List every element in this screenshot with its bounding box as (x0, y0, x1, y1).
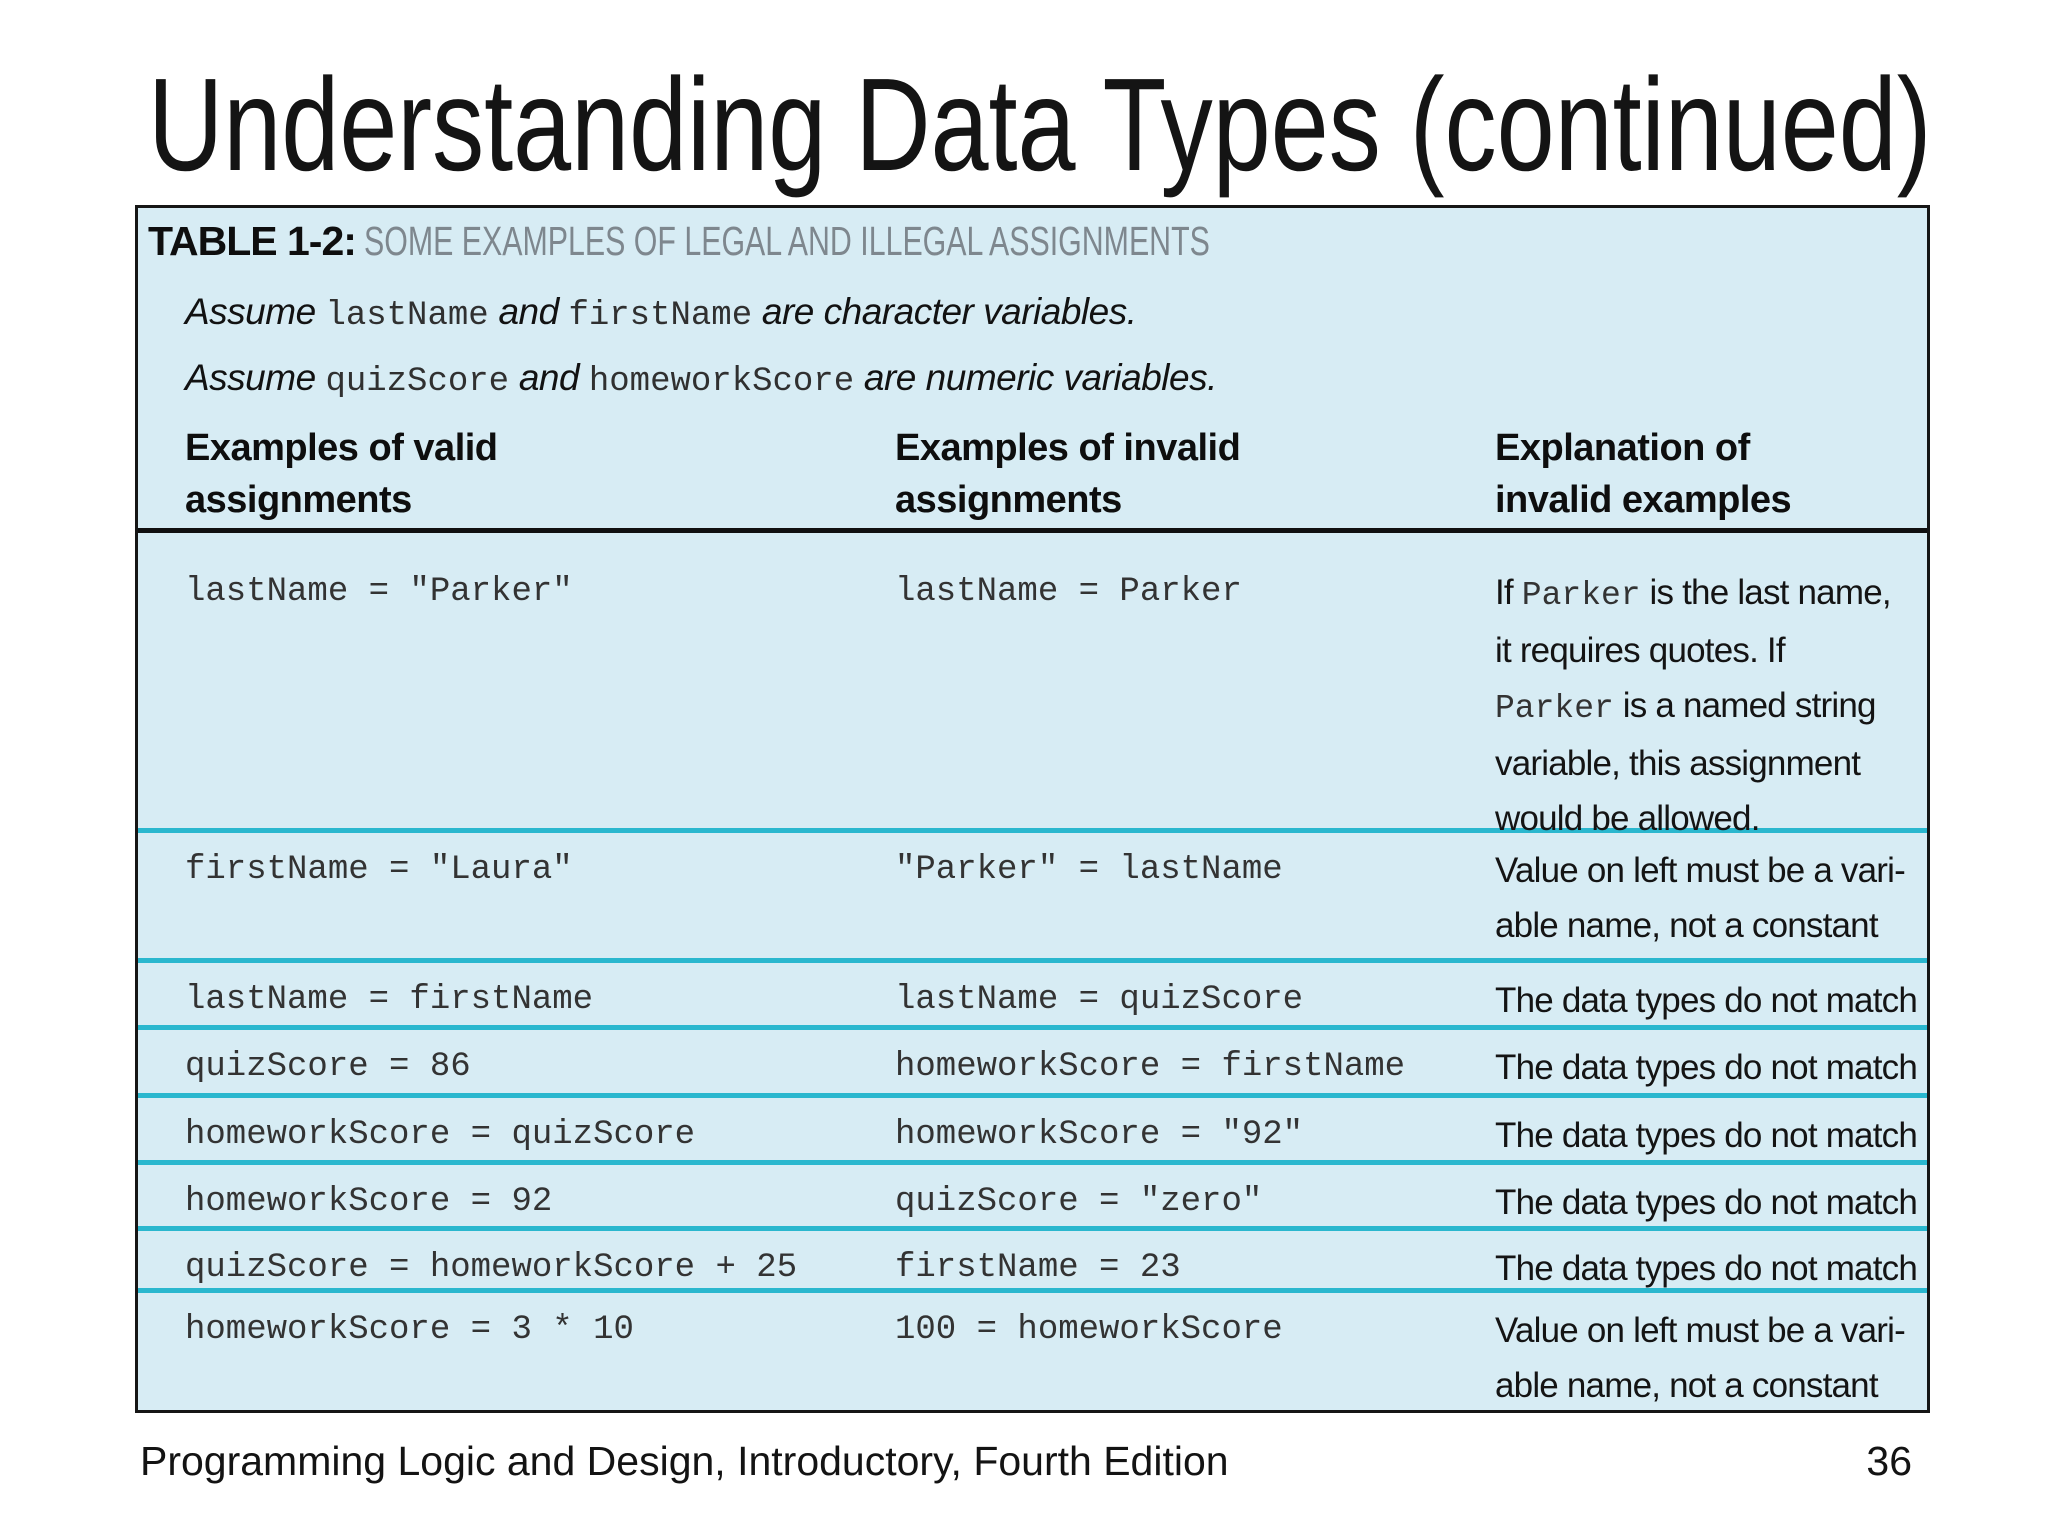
cell-invalid-assignment: homeworkScore = firstName (895, 1048, 1406, 1086)
table-row: homeworkScore = 3 * 10 100 = homeworkSco… (138, 1293, 1927, 1414)
page-title: Understanding Data Types (continued) (148, 51, 1932, 198)
cell-valid-assignment: firstName = "Laura" (185, 851, 573, 889)
table-body: lastName = "Parker" lastName = Parker If… (138, 533, 1927, 1414)
cell-invalid-assignment: "Parker" = lastName (895, 851, 1283, 889)
cell-valid-assignment: homeworkScore = quizScore (185, 1116, 696, 1154)
cell-invalid-assignment: homeworkScore = "92" (895, 1116, 1304, 1154)
cell-explanation: The data types do not match (1495, 981, 1918, 1020)
cell-valid-assignment: homeworkScore = 3 * 10 (185, 1311, 634, 1349)
cell-valid-assignment: homeworkScore = 92 (185, 1183, 553, 1221)
cell-explanation: The data types do not match (1495, 1116, 1918, 1155)
table-caption: TABLE 1-2: SOME EXAMPLES OF LEGAL AND ILL… (148, 218, 1927, 265)
table-row: homeworkScore = quizScore homeworkScore … (138, 1098, 1927, 1165)
cell-invalid-assignment: lastName = quizScore (895, 981, 1304, 1019)
cell-valid-assignment: lastName = "Parker" (185, 573, 573, 611)
column-header-explanation: Explanation of invalid examples (1495, 427, 1792, 521)
footer: Programming Logic and Design, Introducto… (140, 1438, 1912, 1485)
header-rule (138, 528, 1927, 533)
cell-explanation: The data types do not match (1495, 1048, 1918, 1087)
table-caption-label: TABLE 1-2: (148, 218, 357, 264)
cell-invalid-assignment: lastName = Parker (895, 573, 1242, 611)
table-caption-text: SOME EXAMPLES OF LEGAL AND ILLEGAL ASSIG… (363, 218, 1210, 264)
table-row: lastName = "Parker" lastName = Parker If… (138, 533, 1927, 838)
cell-explanation: The data types do not match (1495, 1183, 1918, 1222)
table-row: lastName = firstName lastName = quizScor… (138, 963, 1927, 1030)
assume-note-numeric: Assume quizScore and homeworkScore are n… (185, 357, 1217, 401)
page-number: 36 (1866, 1438, 1912, 1484)
cell-valid-assignment: quizScore = homeworkScore + 25 (185, 1249, 798, 1287)
cell-explanation: Value on left must be a vari-able name, … (1495, 851, 1906, 945)
table-row: quizScore = homeworkScore + 25 firstName… (138, 1231, 1927, 1293)
cell-valid-assignment: quizScore = 86 (185, 1048, 471, 1086)
cell-valid-assignment: lastName = firstName (185, 981, 594, 1019)
cell-invalid-assignment: quizScore = "zero" (895, 1183, 1263, 1221)
table-row: firstName = "Laura" "Parker" = lastName … (138, 833, 1927, 963)
footer-text: Programming Logic and Design, Introducto… (140, 1438, 1229, 1484)
column-header-row: Examples of valid assignments Examples of… (138, 422, 1927, 526)
cell-explanation: Value on left must be a vari-able name, … (1495, 1311, 1906, 1405)
column-header-valid: Examples of valid assignments (185, 427, 498, 521)
cell-explanation: If Parker is the last name, it requires q… (1495, 573, 1892, 838)
table-row: homeworkScore = 92 quizScore = "zero" Th… (138, 1165, 1927, 1231)
cell-invalid-assignment: firstName = 23 (895, 1249, 1181, 1287)
assume-note-character: Assume lastName and firstName are charac… (185, 291, 1137, 335)
column-header-invalid: Examples of invalid assignments (895, 427, 1241, 521)
cell-explanation: The data types do not match (1495, 1249, 1918, 1288)
table-row: quizScore = 86 homeworkScore = firstName… (138, 1030, 1927, 1098)
cell-invalid-assignment: 100 = homeworkScore (895, 1311, 1283, 1349)
assignments-table: TABLE 1-2: SOME EXAMPLES OF LEGAL AND ILL… (135, 205, 1930, 1413)
